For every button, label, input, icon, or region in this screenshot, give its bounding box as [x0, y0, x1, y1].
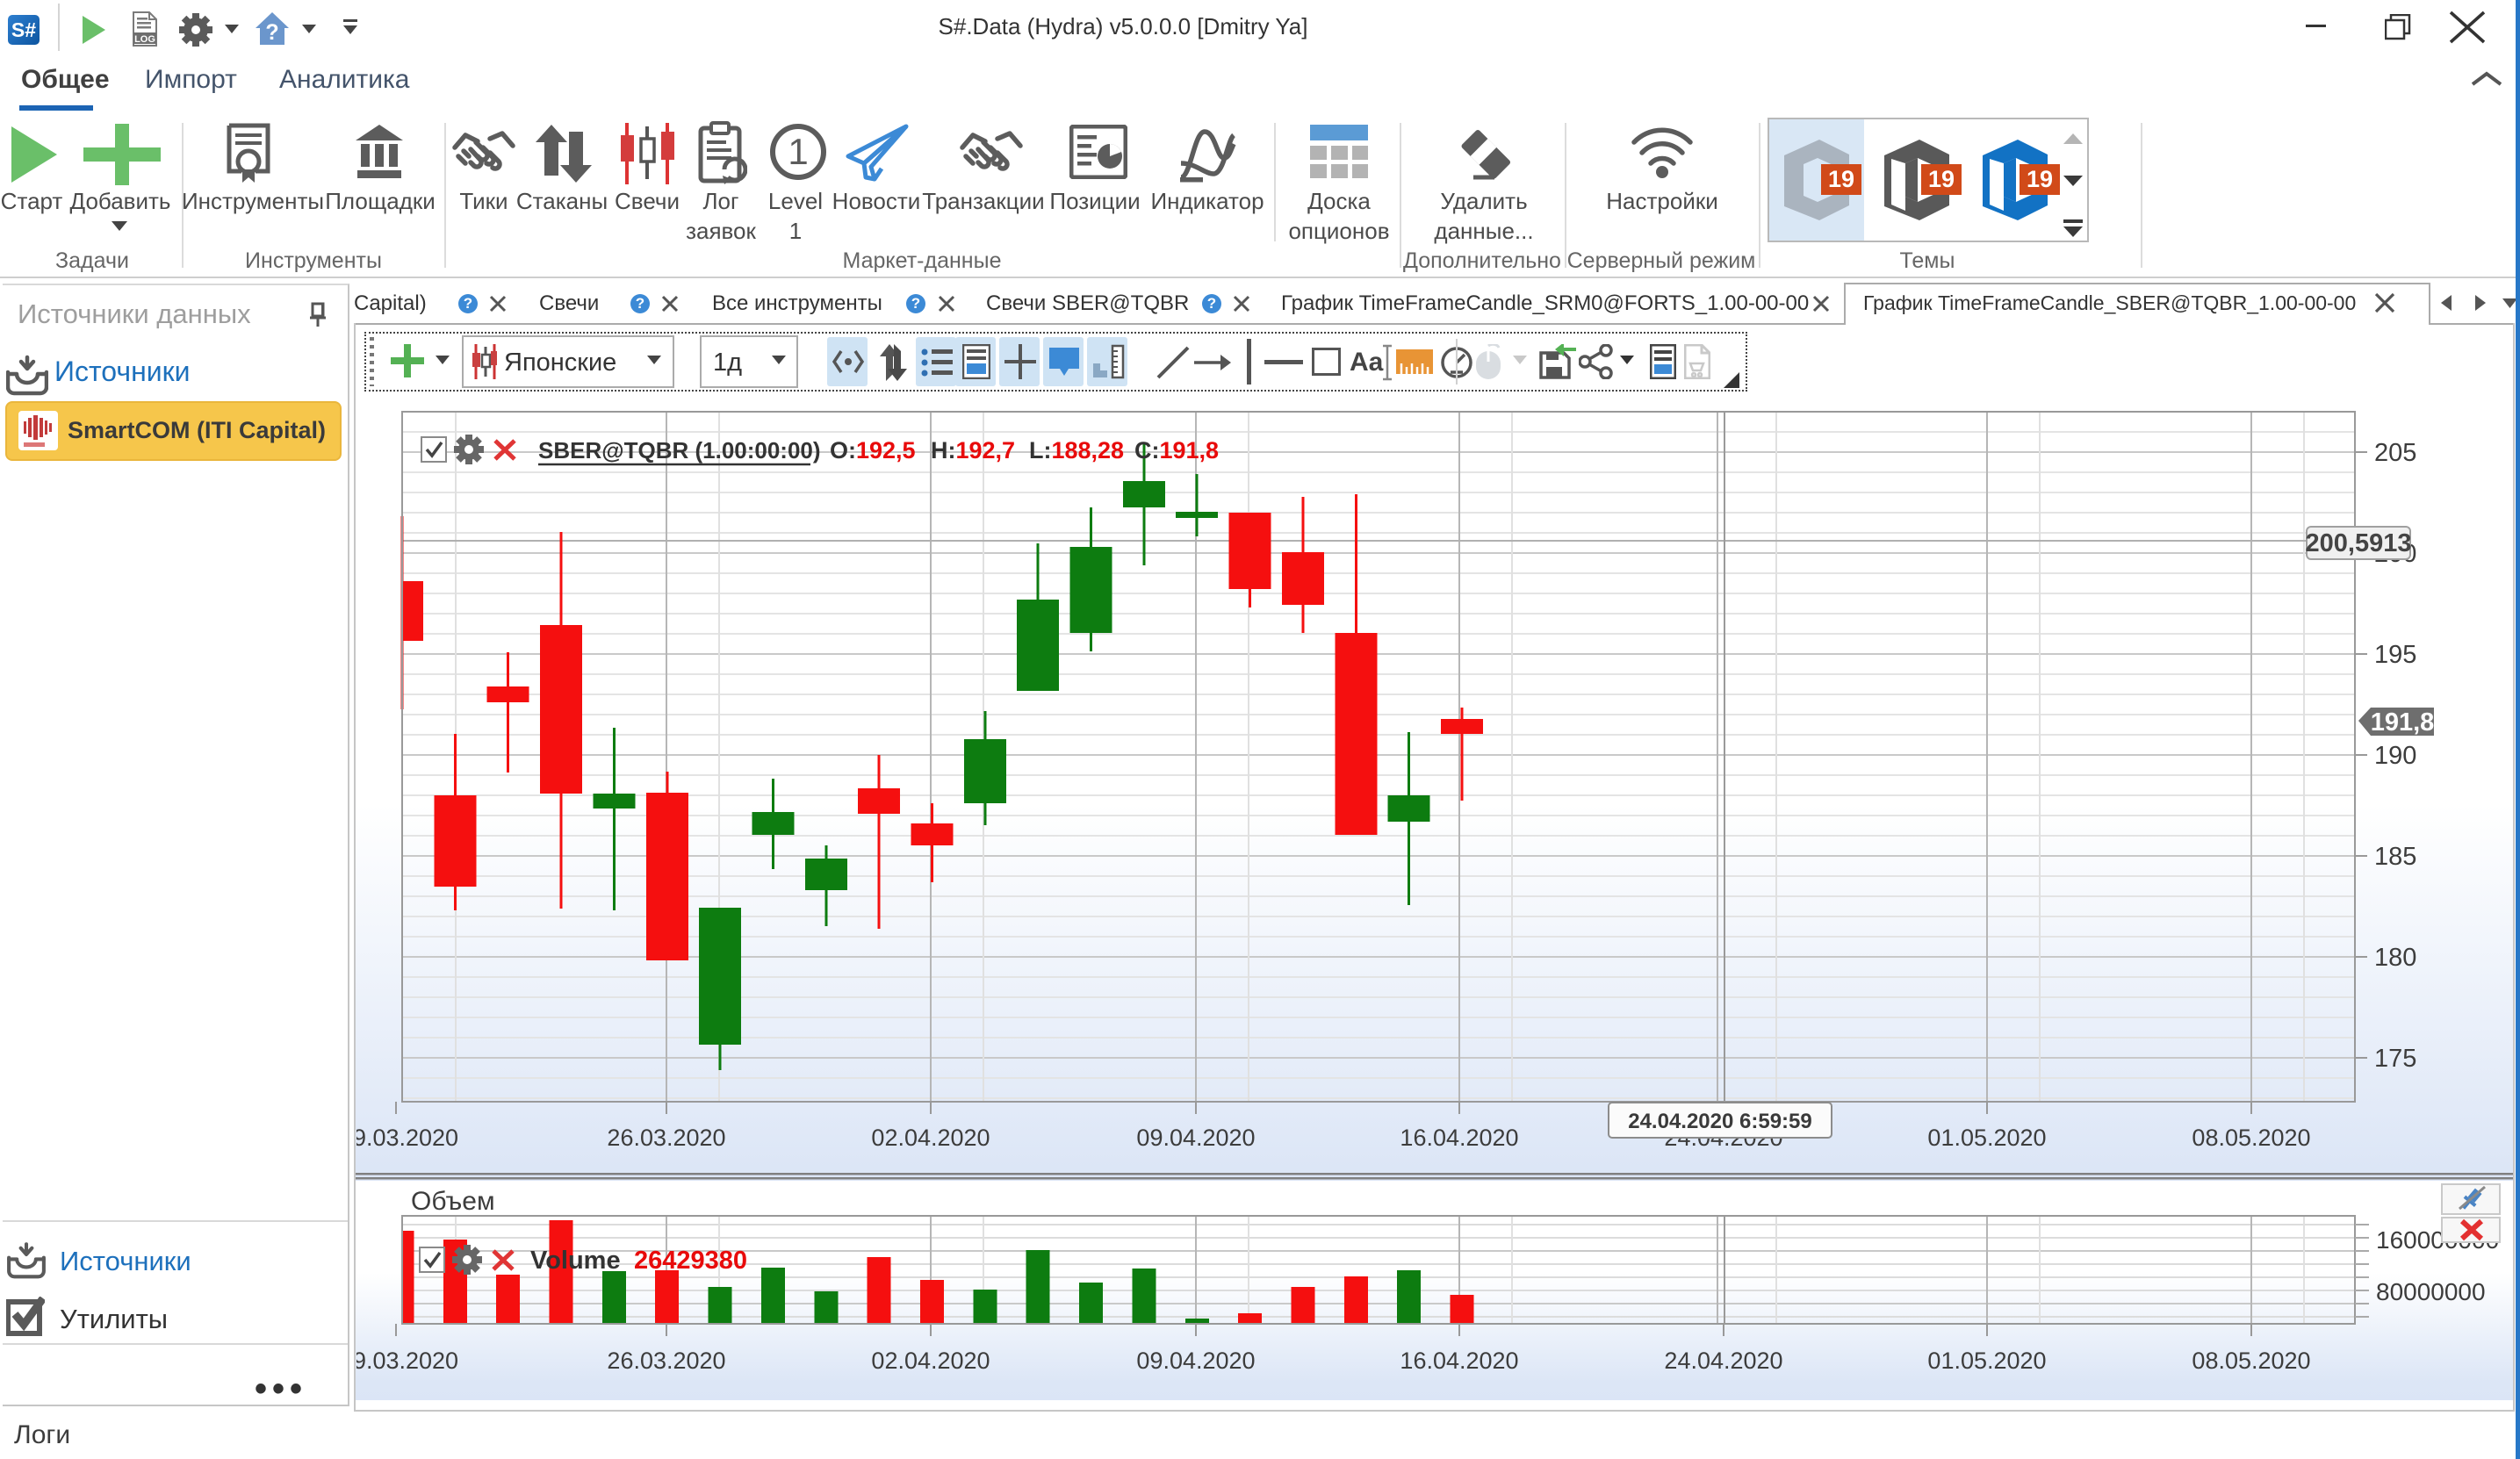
svg-text:180: 180 — [2374, 944, 2416, 972]
svg-text:01.05.2020: 01.05.2020 — [1927, 1348, 2046, 1374]
svg-text:175: 175 — [2374, 1045, 2416, 1073]
svg-text:02.04.2020: 02.04.2020 — [871, 1125, 990, 1151]
svg-text:9.03.2020: 9.03.2020 — [353, 1348, 458, 1374]
svg-text:26429380: 26429380 — [634, 1247, 747, 1275]
svg-text:09.04.2020: 09.04.2020 — [1136, 1125, 1255, 1151]
svg-text:LOG: LOG — [134, 34, 155, 45]
svg-text:24.04.2020 6:59:59: 24.04.2020 6:59:59 — [1628, 1110, 1812, 1133]
svg-text:185: 185 — [2374, 843, 2416, 871]
svg-text:SBER@TQBR (1.00:00:00): SBER@TQBR (1.00:00:00) — [538, 437, 821, 464]
svg-text:195: 195 — [2374, 641, 2416, 669]
svg-text:01.05.2020: 01.05.2020 — [1927, 1125, 2046, 1151]
svg-text:08.05.2020: 08.05.2020 — [2192, 1125, 2310, 1151]
svg-text:16.04.2020: 16.04.2020 — [1400, 1348, 1518, 1374]
svg-text:O:192,5: O:192,5 — [830, 437, 916, 464]
svg-text:Volume: Volume — [530, 1247, 621, 1275]
svg-text:08.05.2020: 08.05.2020 — [2192, 1348, 2310, 1374]
svg-text:1: 1 — [788, 131, 808, 172]
svg-text:80000000: 80000000 — [2376, 1278, 2486, 1305]
svg-text:?: ? — [265, 20, 278, 45]
svg-text:L:188,28: L:188,28 — [1029, 437, 1124, 464]
svg-text:C:191,8: C:191,8 — [1134, 437, 1219, 464]
svg-text:190: 190 — [2374, 742, 2416, 770]
svg-text:16.04.2020: 16.04.2020 — [1400, 1125, 1518, 1151]
svg-text:26.03.2020: 26.03.2020 — [607, 1125, 725, 1151]
svg-text:24.04.2020: 24.04.2020 — [1664, 1348, 1782, 1374]
svg-text:H:192,7: H:192,7 — [931, 437, 1015, 464]
svg-text:02.04.2020: 02.04.2020 — [871, 1348, 990, 1374]
svg-text:191,8: 191,8 — [2371, 708, 2435, 737]
svg-text:9.03.2020: 9.03.2020 — [353, 1125, 458, 1151]
svg-text:205: 205 — [2374, 439, 2416, 467]
svg-text:200,5913: 200,5913 — [2306, 529, 2412, 557]
svg-text:26.03.2020: 26.03.2020 — [607, 1348, 725, 1374]
svg-text:09.04.2020: 09.04.2020 — [1136, 1348, 1255, 1374]
svg-text:Объем: Объем — [411, 1187, 495, 1216]
